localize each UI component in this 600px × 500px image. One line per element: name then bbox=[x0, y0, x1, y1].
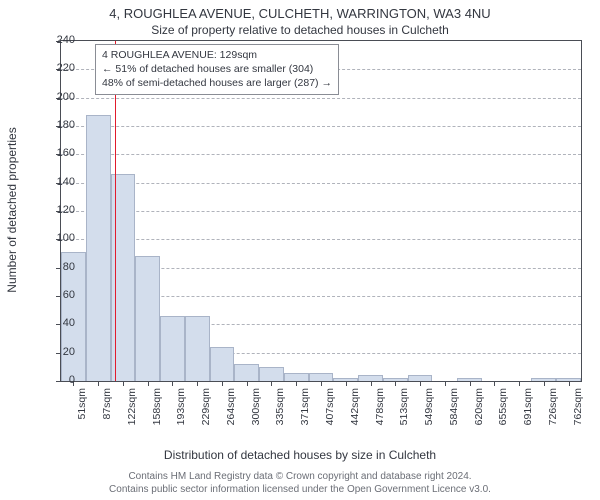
footer-attribution: Contains HM Land Registry data © Crown c… bbox=[0, 470, 600, 496]
histogram-bar bbox=[309, 373, 334, 382]
histogram-bar bbox=[234, 364, 259, 381]
gridline-h bbox=[61, 239, 581, 240]
ytick-label: 140 bbox=[45, 176, 75, 188]
xtick-mark bbox=[420, 381, 421, 386]
ytick-label: 80 bbox=[45, 261, 75, 273]
xtick-mark bbox=[98, 381, 99, 386]
histogram-bar bbox=[284, 373, 309, 382]
ytick-label: 120 bbox=[45, 204, 75, 216]
annotation-box: 4 ROUGHLEA AVENUE: 129sqm ← 51% of detac… bbox=[95, 44, 339, 95]
xtick-label: 193sqm bbox=[175, 388, 187, 425]
xtick-mark bbox=[123, 381, 124, 386]
xtick-label: 442sqm bbox=[349, 388, 361, 425]
xtick-mark bbox=[470, 381, 471, 386]
footer-line-2: Contains public sector information licen… bbox=[0, 483, 600, 496]
xtick-mark bbox=[519, 381, 520, 386]
xtick-mark bbox=[296, 381, 297, 386]
xtick-mark bbox=[247, 381, 248, 386]
ytick-label: 20 bbox=[45, 346, 75, 358]
xtick-label: 158sqm bbox=[151, 388, 163, 425]
histogram-bar bbox=[135, 256, 160, 381]
histogram-bar bbox=[185, 316, 210, 381]
ytick-label: 240 bbox=[45, 34, 75, 46]
xtick-label: 478sqm bbox=[374, 388, 386, 425]
xtick-label: 691sqm bbox=[522, 388, 534, 425]
histogram-bar bbox=[259, 367, 284, 381]
histogram-bar bbox=[111, 174, 136, 381]
xtick-mark bbox=[569, 381, 570, 386]
xtick-mark bbox=[346, 381, 347, 386]
xtick-mark bbox=[172, 381, 173, 386]
ytick-label: 40 bbox=[45, 317, 75, 329]
xtick-mark bbox=[321, 381, 322, 386]
ytick-label: 100 bbox=[45, 232, 75, 244]
xtick-mark bbox=[494, 381, 495, 386]
xtick-mark bbox=[445, 381, 446, 386]
annotation-line-1: 4 ROUGHLEA AVENUE: 129sqm bbox=[102, 48, 332, 62]
xtick-label: 620sqm bbox=[473, 388, 485, 425]
gridline-h bbox=[61, 183, 581, 184]
ytick-label: 0 bbox=[45, 374, 75, 386]
xtick-label: 584sqm bbox=[448, 388, 460, 425]
annotation-line-3: 48% of semi-detached houses are larger (… bbox=[102, 76, 332, 90]
xtick-label: 87sqm bbox=[101, 388, 113, 420]
xtick-mark bbox=[197, 381, 198, 386]
gridline-h bbox=[61, 211, 581, 212]
xtick-label: 51sqm bbox=[76, 388, 88, 420]
annotation-line-2: ← 51% of detached houses are smaller (30… bbox=[102, 62, 332, 76]
chart-subtitle: Size of property relative to detached ho… bbox=[0, 21, 600, 37]
histogram-bar bbox=[160, 316, 185, 381]
xtick-label: 229sqm bbox=[200, 388, 212, 425]
x-axis-label: Distribution of detached houses by size … bbox=[0, 448, 600, 462]
ytick-label: 160 bbox=[45, 147, 75, 159]
xtick-mark bbox=[544, 381, 545, 386]
xtick-label: 726sqm bbox=[547, 388, 559, 425]
xtick-mark bbox=[148, 381, 149, 386]
xtick-label: 513sqm bbox=[398, 388, 410, 425]
xtick-mark bbox=[222, 381, 223, 386]
ytick-label: 180 bbox=[45, 119, 75, 131]
gridline-h bbox=[61, 154, 581, 155]
gridline-h bbox=[61, 98, 581, 99]
xtick-label: 300sqm bbox=[250, 388, 262, 425]
xtick-label: 655sqm bbox=[497, 388, 509, 425]
xtick-label: 549sqm bbox=[423, 388, 435, 425]
xtick-label: 264sqm bbox=[225, 388, 237, 425]
ytick-label: 220 bbox=[45, 62, 75, 74]
xtick-label: 371sqm bbox=[299, 388, 311, 425]
histogram-bar bbox=[86, 115, 111, 381]
chart-container: 4, ROUGHLEA AVENUE, CULCHETH, WARRINGTON… bbox=[0, 0, 600, 500]
gridline-h bbox=[61, 126, 581, 127]
ytick-label: 60 bbox=[45, 289, 75, 301]
xtick-label: 762sqm bbox=[572, 388, 584, 425]
histogram-bar bbox=[210, 347, 235, 381]
xtick-mark bbox=[371, 381, 372, 386]
xtick-label: 335sqm bbox=[274, 388, 286, 425]
y-axis-label: Number of detached properties bbox=[5, 127, 19, 292]
xtick-label: 407sqm bbox=[324, 388, 336, 425]
xtick-mark bbox=[395, 381, 396, 386]
footer-line-1: Contains HM Land Registry data © Crown c… bbox=[0, 470, 600, 483]
xtick-mark bbox=[271, 381, 272, 386]
chart-title: 4, ROUGHLEA AVENUE, CULCHETH, WARRINGTON… bbox=[0, 0, 600, 21]
xtick-label: 122sqm bbox=[126, 388, 138, 425]
ytick-label: 200 bbox=[45, 91, 75, 103]
